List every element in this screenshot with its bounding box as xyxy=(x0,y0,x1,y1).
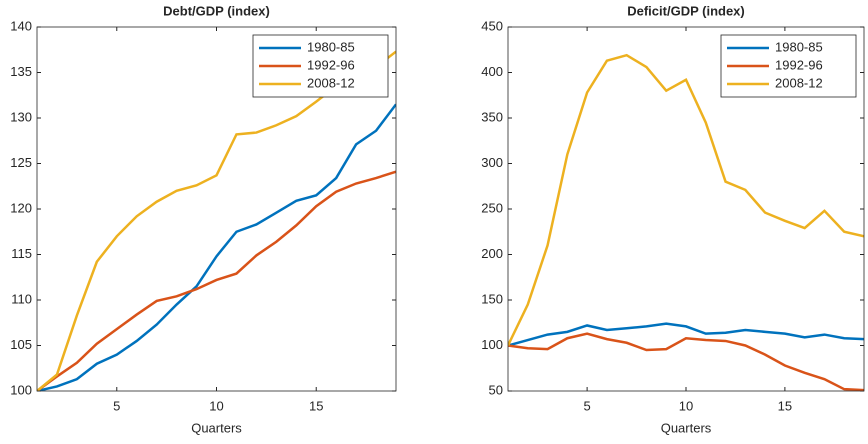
y-tick-label: 350 xyxy=(481,109,503,124)
y-tick-label: 100 xyxy=(481,337,503,352)
legend-label: 1992-96 xyxy=(307,57,355,72)
y-tick-label: 135 xyxy=(10,64,32,79)
y-tick-label: 50 xyxy=(489,382,503,397)
y-tick-label: 100 xyxy=(10,382,32,397)
y-tick-label: 110 xyxy=(11,291,32,306)
series-line xyxy=(37,50,396,391)
y-tick-label: 300 xyxy=(481,155,503,170)
legend: 1980-85 1992-96 2008-12 xyxy=(252,34,389,98)
y-tick-label: 130 xyxy=(10,109,32,124)
series-line xyxy=(37,170,396,391)
x-tick-label: 10 xyxy=(209,398,223,413)
plot-box xyxy=(36,26,397,392)
chart: Debt/GDP (index)Quarters1001051101151201… xyxy=(10,3,397,435)
y-tick-label: 400 xyxy=(481,64,503,79)
series-line xyxy=(37,103,396,391)
y-tick-label: 250 xyxy=(481,200,503,215)
series-line xyxy=(508,332,864,391)
legend-label: 1992-96 xyxy=(775,57,823,72)
plot-box xyxy=(507,26,865,392)
legend-label: 1980-85 xyxy=(775,39,823,54)
y-tick-label: 125 xyxy=(10,155,32,170)
x-tick-label: 5 xyxy=(113,398,120,413)
legend-label: 1980-85 xyxy=(307,39,355,54)
x-tick-label: 15 xyxy=(309,398,323,413)
y-tick-label: 120 xyxy=(10,200,32,215)
legend-label: 2008-12 xyxy=(307,75,355,90)
x-axis-label: Quarters xyxy=(191,420,242,435)
x-tick-label: 10 xyxy=(679,398,693,413)
y-tick-label: 105 xyxy=(10,337,32,352)
x-axis-label: Quarters xyxy=(661,420,712,435)
chart: Deficit/GDP (index) Quarters 50 100 150 200 25… xyxy=(481,3,865,435)
series-line xyxy=(508,322,864,347)
chart-title: Deficit/GDP (index) xyxy=(627,3,745,18)
legend-box xyxy=(252,34,389,98)
chart-title: Debt/GDP (index) xyxy=(163,3,270,18)
y-tick-label: 115 xyxy=(11,246,32,261)
legend: 1980-85 1992-96 2008-12 xyxy=(720,34,857,98)
y-tick-label: 450 xyxy=(481,18,503,33)
y-tick-label: 140 xyxy=(10,18,32,33)
series-line xyxy=(508,53,864,347)
y-tick-label: 150 xyxy=(481,291,503,306)
legend-label: 2008-12 xyxy=(775,75,823,90)
y-tick-label: 200 xyxy=(481,246,503,261)
x-tick-label: 5 xyxy=(583,398,590,413)
x-tick-label: 15 xyxy=(778,398,792,413)
